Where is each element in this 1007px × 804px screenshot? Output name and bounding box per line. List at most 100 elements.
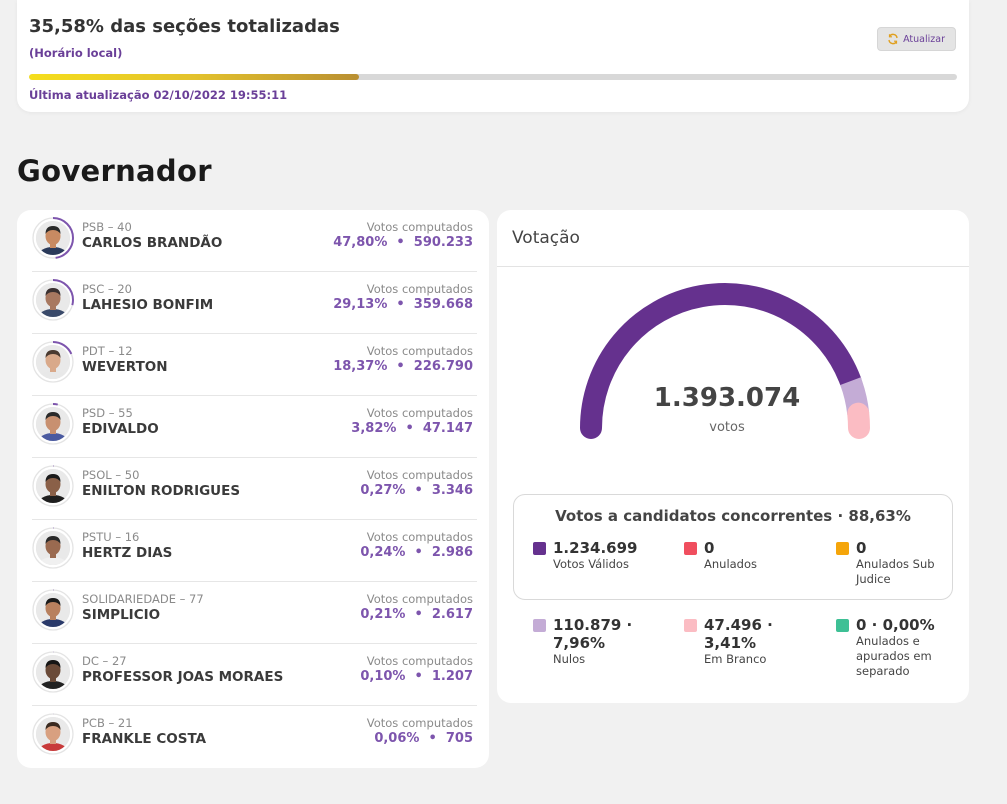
separator-dot: •: [405, 483, 432, 498]
vote-share-ring: [32, 589, 74, 631]
candidate-row[interactable]: PCB – 21 FRANKLE COSTA Votos computados 0,0…: [32, 706, 477, 768]
candidate-vote-count: 2.617: [431, 607, 473, 622]
candidate-list: PSB – 40 CARLOS BRANDÃO Votos computados 47…: [17, 210, 489, 768]
vote-share-ring: [32, 403, 74, 445]
candidate-avatar: [36, 655, 70, 689]
separator-dot: •: [419, 731, 446, 746]
separator-dot: •: [405, 545, 432, 560]
separator-dot: •: [405, 607, 432, 622]
stat-label: Em Branco: [704, 652, 767, 666]
refresh-icon: [888, 33, 898, 45]
candidate-percentage: 0,27%: [360, 483, 406, 498]
candidate-party: PDT – 12: [82, 344, 133, 358]
candidate-name: PROFESSOR JOAS MORAES: [82, 669, 284, 685]
stat-label: Anulados: [704, 557, 758, 571]
legend-swatch: [836, 619, 849, 632]
candidate-percentage: 0,24%: [360, 545, 406, 560]
candidate-votes: 0,21% • 2.617: [360, 607, 473, 622]
candidate-name: FRANKLE COSTA: [82, 731, 207, 747]
progress-fill: [29, 74, 360, 80]
candidate-avatar: [36, 469, 70, 503]
separator-dot: •: [387, 297, 414, 312]
totalization-progress: [29, 74, 957, 80]
vote-share-ring: [32, 651, 74, 693]
candidate-percentage: 0,10%: [360, 669, 406, 684]
candidate-row[interactable]: SOLIDARIEDADE – 77 SIMPLICIO Votos computa…: [32, 582, 477, 644]
candidate-percentage: 29,13%: [333, 297, 388, 312]
candidate-avatar-wrap: [32, 279, 74, 321]
vote-share-ring: [32, 465, 74, 507]
candidate-avatar-wrap: [32, 341, 74, 383]
candidate-votes: 0,24% • 2.986: [360, 545, 473, 560]
candidate-row[interactable]: PDT – 12 WEVERTON Votos computados 18,37% •…: [32, 334, 477, 396]
candidate-vote-count: 359.668: [413, 297, 473, 312]
candidate-row[interactable]: PSB – 40 CARLOS BRANDÃO Votos computados 47…: [32, 210, 477, 272]
total-votes-unit: votos: [709, 420, 745, 435]
candidate-vote-count: 590.233: [413, 235, 473, 250]
legend-swatch: [684, 542, 697, 555]
candidate-name: EDIVALDO: [82, 421, 159, 437]
stat-value: 110.879 · 7,96%: [553, 616, 633, 652]
legend-swatch: [533, 542, 546, 555]
candidate-row[interactable]: PSC – 20 LAHESIO BONFIM Votos computados 29…: [32, 272, 477, 334]
candidate-avatar-wrap: [32, 651, 74, 693]
candidate-name: SIMPLICIO: [82, 607, 161, 623]
stat-value: 0: [704, 539, 715, 557]
refresh-button[interactable]: Atualizar: [877, 27, 956, 51]
stat-label: Nulos: [553, 652, 586, 666]
separator-dot: •: [396, 421, 423, 436]
candidate-avatar-wrap: [32, 403, 74, 445]
gauge-segment-validos: [580, 283, 862, 439]
candidate-name: ENILTON RODRIGUES: [82, 483, 241, 499]
stat-label: Anulados e apurados em separado: [856, 634, 932, 678]
candidate-percentage: 3,82%: [351, 421, 397, 436]
candidate-avatar: [36, 345, 70, 379]
votes-label: Votos computados: [366, 592, 473, 606]
candidate-vote-count: 705: [445, 731, 473, 746]
vote-share-ring: [32, 527, 74, 569]
candidate-avatar-wrap: [32, 713, 74, 755]
candidate-row[interactable]: PSTU – 16 HERTZ DIAS Votos computados 0,24%…: [32, 520, 477, 582]
votes-label: Votos computados: [366, 654, 473, 668]
votes-label: Votos computados: [366, 344, 473, 358]
candidate-votes: 3,82% • 47.147: [351, 421, 473, 436]
candidate-party: PCB – 21: [82, 716, 133, 730]
total-votes: 1.393.074: [653, 383, 801, 413]
candidate-party: PSB – 40: [82, 220, 132, 234]
stat-value: 0: [856, 539, 867, 557]
votes-label: Votos computados: [366, 406, 473, 420]
legend-swatch: [836, 542, 849, 555]
legend-swatch: [684, 619, 697, 632]
votes-gauge: [580, 283, 870, 439]
candidate-percentage: 47,80%: [333, 235, 388, 250]
candidate-votes: 29,13% • 359.668: [333, 297, 473, 312]
candidate-avatar-wrap: [32, 217, 74, 259]
candidate-name: WEVERTON: [82, 359, 168, 375]
candidate-name: HERTZ DIAS: [82, 545, 173, 561]
legend-swatch: [533, 619, 546, 632]
divider: [497, 266, 969, 267]
candidate-votes: 0,10% • 1.207: [360, 669, 473, 684]
vote-share-ring: [32, 217, 74, 259]
candidate-votes: 0,06% • 705: [374, 731, 473, 746]
stat-value: 47.496 · 3,41%: [704, 616, 773, 652]
votes-label: Votos computados: [366, 468, 473, 482]
stat-label: Anulados Sub Judice: [856, 557, 935, 586]
votes-label: Votos computados: [366, 282, 473, 296]
candidate-row[interactable]: DC – 27 PROFESSOR JOAS MORAES Votos comput…: [32, 644, 477, 706]
candidate-row[interactable]: PSD – 55 EDIVALDO Votos computados 3,82% • …: [32, 396, 477, 458]
totalization-title: 35,58% das seções totalizadas: [29, 16, 340, 37]
candidate-avatar-wrap: [32, 589, 74, 631]
candidate-vote-count: 3.346: [431, 483, 473, 498]
candidate-avatar: [36, 593, 70, 627]
candidate-name: CARLOS BRANDÃO: [82, 235, 223, 251]
section-title: Governador: [17, 154, 212, 188]
candidate-party: PSC – 20: [82, 282, 132, 296]
last-update: Última atualização 02/10/2022 19:55:11: [29, 88, 288, 102]
candidate-row[interactable]: PSOL – 50 ENILTON RODRIGUES Votos computad…: [32, 458, 477, 520]
candidate-percentage: 18,37%: [333, 359, 388, 374]
candidate-avatar: [36, 717, 70, 751]
candidate-votes: 18,37% • 226.790: [333, 359, 473, 374]
valid-votes-title: Votos a candidatos concorrentes · 88,63%: [555, 507, 911, 525]
votacao-card: Votação 1.393.074 votos Votos a candidat…: [497, 210, 969, 703]
